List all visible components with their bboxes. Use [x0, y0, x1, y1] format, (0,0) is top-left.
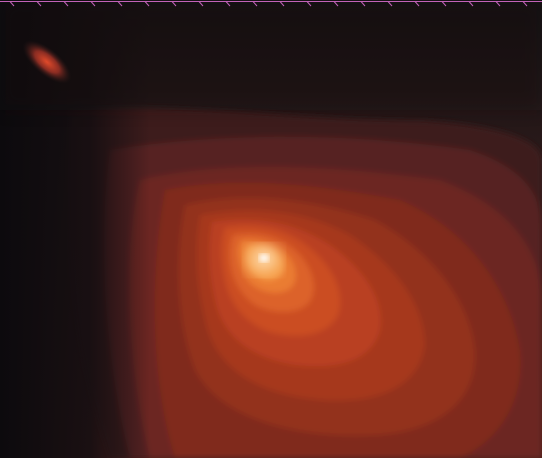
top-shadow	[0, 0, 542, 110]
small-blob	[22, 40, 72, 84]
core-peak	[259, 254, 269, 262]
top-ruler	[0, 1, 542, 7]
